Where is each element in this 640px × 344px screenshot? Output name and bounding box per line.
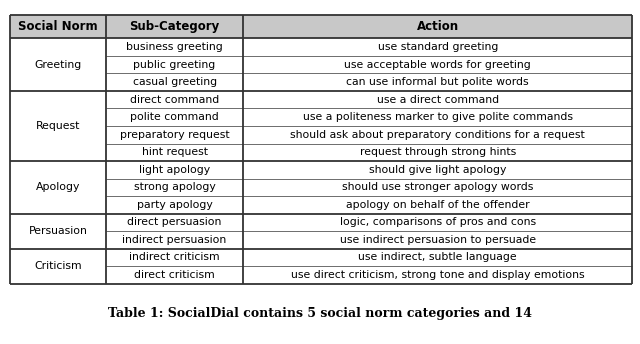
Text: Greeting: Greeting [34,60,81,69]
Text: use acceptable words for greeting: use acceptable words for greeting [344,60,531,69]
Text: hint request: hint request [141,147,207,157]
Text: preparatory request: preparatory request [120,130,229,140]
Text: should ask about preparatory conditions for a request: should ask about preparatory conditions … [291,130,585,140]
Text: public greeting: public greeting [134,60,216,69]
Text: direct command: direct command [130,95,220,105]
Text: Persuasion: Persuasion [28,226,87,236]
Text: Action: Action [417,20,459,33]
Text: use direct criticism, strong tone and display emotions: use direct criticism, strong tone and di… [291,270,584,280]
Text: polite command: polite command [131,112,219,122]
Text: casual greeting: casual greeting [132,77,217,87]
Text: use indirect persuasion to persuade: use indirect persuasion to persuade [340,235,536,245]
Text: business greeting: business greeting [126,42,223,52]
Text: use a politeness marker to give polite commands: use a politeness marker to give polite c… [303,112,573,122]
Text: Social Norm: Social Norm [18,20,98,33]
Text: direct persuasion: direct persuasion [127,217,222,227]
Text: Criticism: Criticism [34,261,82,271]
Text: can use informal but polite words: can use informal but polite words [346,77,529,87]
Text: direct criticism: direct criticism [134,270,215,280]
Text: party apology: party apology [137,200,212,210]
Text: should give light apology: should give light apology [369,165,506,175]
Text: use a direct command: use a direct command [377,95,499,105]
Text: Sub-Category: Sub-Category [129,20,220,33]
Text: indirect persuasion: indirect persuasion [122,235,227,245]
Text: Table 1: SocialDial contains 5 social norm categories and 14: Table 1: SocialDial contains 5 social no… [108,307,532,320]
Text: use standard greeting: use standard greeting [378,42,498,52]
Text: logic, comparisons of pros and cons: logic, comparisons of pros and cons [340,217,536,227]
Text: use indirect, subtle language: use indirect, subtle language [358,252,517,262]
Bar [10,15,632,38]
Text: light apology: light apology [139,165,210,175]
Text: strong apology: strong apology [134,182,216,192]
Text: Apology: Apology [36,182,80,192]
Text: should use stronger apology words: should use stronger apology words [342,182,533,192]
Text: apology on behalf of the offender: apology on behalf of the offender [346,200,529,210]
Text: indirect criticism: indirect criticism [129,252,220,262]
Text: Request: Request [36,121,80,131]
Text: request through strong hints: request through strong hints [360,147,516,157]
